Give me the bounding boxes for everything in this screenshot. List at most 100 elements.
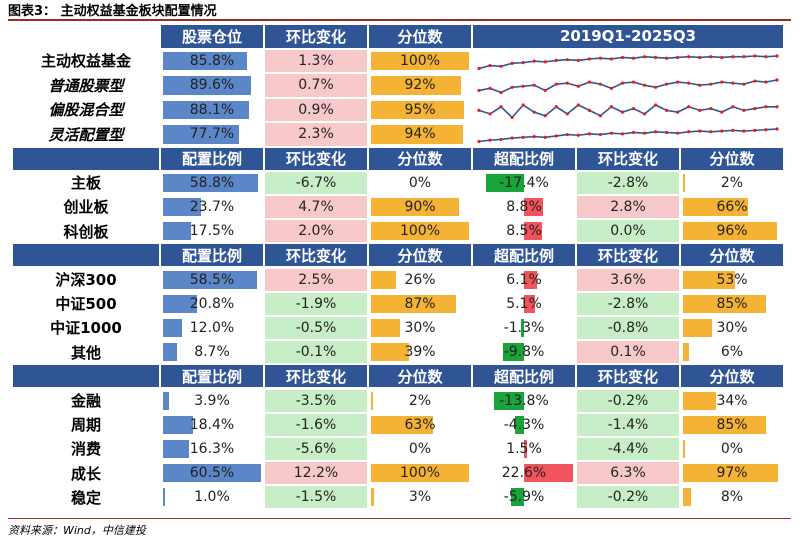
sparkline-point (764, 128, 768, 132)
allocation-percentile-cell-text: 26% (404, 271, 436, 288)
caption-divider (8, 19, 791, 21)
allocation-percentile-cell-bar (371, 294, 457, 313)
allocation-percentile-cell-text: 63% (404, 416, 436, 433)
sparkline-point (521, 102, 525, 107)
overweight-percentile-cell: 6% (681, 341, 783, 364)
sparkline-point (576, 84, 580, 88)
allocation-change-cell-text: 12.2% (293, 465, 339, 482)
sparkline-point (687, 54, 691, 58)
sparkline-point (764, 54, 768, 58)
allocation-cell-bar (163, 415, 193, 434)
sparkline-point (631, 130, 636, 135)
overweight-percentile-cell: 8% (681, 486, 783, 509)
position-change-cell: 0.7% (265, 74, 367, 97)
overweight-change-cell-text: 6.3% (610, 465, 646, 482)
allocation-change-cell: -1.9% (265, 292, 367, 315)
allocation-cell: 23.7% (161, 195, 263, 219)
allocation-change-cell-text: -3.5% (295, 392, 337, 409)
position-change-cell: 0.9% (265, 98, 367, 121)
sparkline-point (742, 108, 746, 112)
overweight-percentile-cell-bar (683, 173, 685, 192)
sparkline-point (742, 54, 746, 58)
category-label: 中证500 (13, 292, 159, 315)
sparkline-point (631, 56, 636, 60)
sparkline-point (510, 115, 514, 119)
percentile-cell-text: 92% (404, 77, 436, 94)
allocation-cell-text: 20.8% (189, 295, 235, 312)
overweight-change-cell: -2.8% (577, 292, 679, 315)
allocation-cell-bar (163, 294, 197, 313)
overweight-percentile-cell-text: 34% (716, 392, 748, 409)
sparkline-point (687, 81, 691, 85)
sparkline-point (775, 53, 779, 58)
sparkline-point (620, 55, 625, 59)
fund-type-label: 偏股混合型 (13, 98, 159, 121)
overweight-change-cell: -0.2% (577, 486, 679, 509)
allocation-cell-bar (163, 391, 170, 410)
overweight-change-cell: 2.8% (577, 195, 679, 219)
section4-header-1: 配置比例 (161, 365, 263, 388)
sparkline-svg (477, 102, 779, 119)
allocation-cell: 16.3% (161, 437, 263, 461)
overweight-change-cell-text: -0.8% (607, 319, 649, 336)
sparkline-point (731, 81, 735, 85)
sparkline-point (642, 111, 647, 116)
allocation-cell-bar (163, 318, 183, 338)
section4-header-4: 超配比例 (473, 365, 575, 388)
sparkline-point (665, 130, 669, 135)
stock-position-cell: 77.7% (161, 123, 263, 146)
allocation-change-cell: -1.6% (265, 413, 367, 436)
sparkline-point (532, 59, 536, 63)
overweight-change-cell-text: 3.6% (610, 271, 646, 288)
overweight-cell-text: -17.4% (499, 174, 549, 191)
sparkline-svg (477, 53, 779, 70)
overweight-cell: -9.8% (473, 341, 575, 364)
allocation-cell-text: 23.7% (189, 198, 235, 215)
section3-header-3: 分位数 (369, 244, 471, 267)
allocation-percentile-cell-text: 2% (408, 392, 432, 409)
sparkline-point (576, 102, 580, 107)
overweight-cell-text: 5.1% (506, 295, 542, 312)
overweight-cell-bar (514, 415, 524, 434)
allocation-cell-bar (163, 222, 192, 241)
overweight-change-cell-text: 0.0% (610, 223, 646, 240)
overweight-change-cell-text: -2.8% (607, 295, 649, 312)
sparkline-point (653, 85, 658, 89)
allocation-percentile-cell: 100% (369, 462, 471, 485)
overweight-cell-bar (524, 270, 538, 289)
sparkline-point (764, 80, 768, 84)
section4-header-3: 分位数 (369, 365, 471, 388)
sparkline-point (665, 56, 669, 60)
allocation-percentile-cell: 87% (369, 292, 471, 315)
category-label: 创业板 (13, 195, 159, 219)
sparkline-point (698, 108, 702, 112)
allocation-cell-bar (163, 270, 258, 289)
overweight-cell-bar (524, 222, 543, 241)
allocation-percentile-cell-bar (371, 222, 469, 241)
overweight-change-cell: -1.4% (577, 413, 679, 436)
sparkline-point (510, 136, 514, 140)
sparkline-point (753, 106, 757, 110)
allocation-percentile-cell-text: 30% (404, 319, 436, 336)
overweight-cell-bar (524, 197, 544, 217)
position-sparkline (473, 98, 783, 121)
allocation-change-cell: -5.6% (265, 437, 367, 461)
sparkline-point (676, 55, 680, 59)
sparkline-point (642, 131, 647, 135)
overweight-change-cell: -4.4% (577, 437, 679, 461)
overweight-cell-text: 6.1% (506, 271, 542, 288)
overweight-percentile-cell: 53% (681, 268, 783, 291)
sparkline-point (565, 81, 569, 85)
sparkline-point (720, 129, 724, 133)
overweight-cell-bar (502, 343, 524, 362)
allocation-percentile-cell: 63% (369, 413, 471, 436)
overweight-percentile-cell: 96% (681, 220, 783, 243)
allocation-percentile-cell: 3% (369, 486, 471, 509)
sparkline-period-header: 2019Q1-2025Q3 (473, 25, 783, 48)
overweight-percentile-cell-text: 85% (716, 295, 748, 312)
overweight-cell-bar (524, 439, 528, 459)
sparkline-point (709, 82, 713, 86)
stock-position-cell-bar (163, 125, 240, 144)
overweight-percentile-cell-text: 96% (716, 223, 748, 240)
allocation-cell-text: 58.8% (189, 174, 235, 191)
